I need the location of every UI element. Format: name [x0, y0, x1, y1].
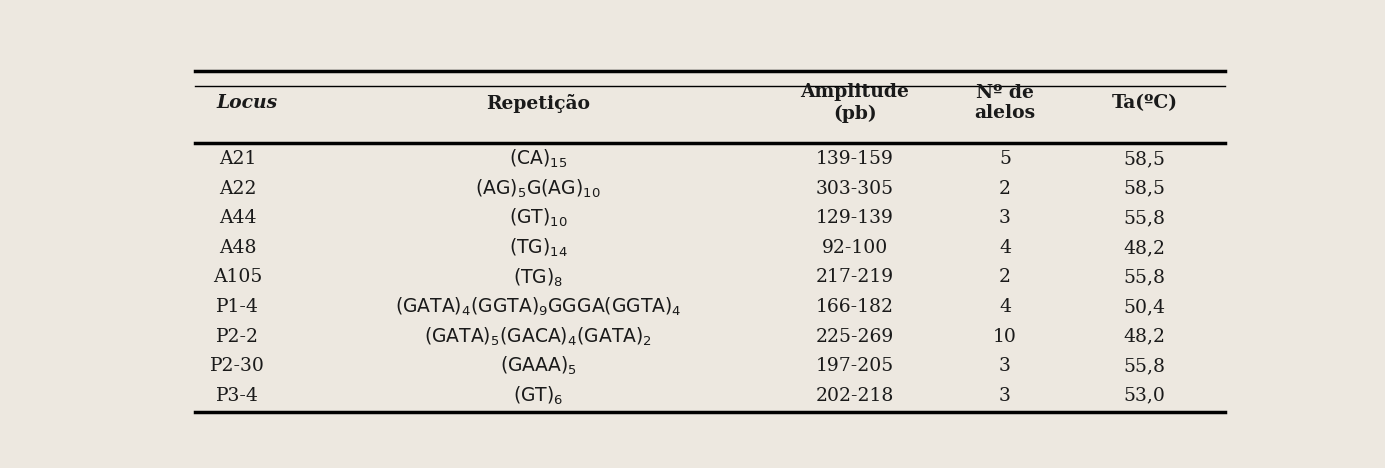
Text: P1-4: P1-4	[216, 298, 259, 316]
Text: Ta(ºC): Ta(ºC)	[1112, 94, 1177, 112]
Text: 139-159: 139-159	[816, 150, 893, 168]
Text: P2-30: P2-30	[211, 357, 265, 375]
Text: 217-219: 217-219	[816, 269, 893, 286]
Text: $\mathrm{(GAAA)}_{5}$: $\mathrm{(GAAA)}_{5}$	[500, 355, 576, 377]
Text: 4: 4	[999, 239, 1011, 257]
Text: Locus: Locus	[216, 94, 277, 112]
Text: A44: A44	[219, 209, 256, 227]
Text: 5: 5	[999, 150, 1011, 168]
Text: 55,8: 55,8	[1123, 269, 1166, 286]
Text: A48: A48	[219, 239, 256, 257]
Text: A22: A22	[219, 180, 256, 198]
Text: 58,5: 58,5	[1123, 180, 1166, 198]
Text: 53,0: 53,0	[1123, 387, 1165, 405]
Text: 48,2: 48,2	[1123, 328, 1166, 345]
Text: 129-139: 129-139	[816, 209, 893, 227]
Text: $\mathrm{(CA)}_{15}$: $\mathrm{(CA)}_{15}$	[508, 148, 568, 170]
Text: 50,4: 50,4	[1123, 298, 1166, 316]
Text: 303-305: 303-305	[816, 180, 893, 198]
Text: 10: 10	[993, 328, 1017, 345]
Text: 58,5: 58,5	[1123, 150, 1166, 168]
Text: $\mathrm{(GT)}_{6}$: $\mathrm{(GT)}_{6}$	[512, 385, 564, 407]
Text: 3: 3	[999, 387, 1011, 405]
Text: 55,8: 55,8	[1123, 357, 1166, 375]
Text: 4: 4	[999, 298, 1011, 316]
Text: 202-218: 202-218	[816, 387, 893, 405]
Text: 225-269: 225-269	[816, 328, 893, 345]
Text: 2: 2	[999, 269, 1011, 286]
Text: $\mathrm{(TG)}_{8}$: $\mathrm{(TG)}_{8}$	[512, 266, 564, 289]
Text: $\mathrm{(GATA)}_{5}\mathrm{(GACA)}_{4}\mathrm{(GATA)}_{2}$: $\mathrm{(GATA)}_{5}\mathrm{(GACA)}_{4}\…	[424, 325, 652, 348]
Text: 3: 3	[999, 357, 1011, 375]
Text: $\mathrm{(TG)}_{14}$: $\mathrm{(TG)}_{14}$	[508, 237, 568, 259]
Text: A21: A21	[219, 150, 256, 168]
Text: 166-182: 166-182	[816, 298, 893, 316]
Text: Amplitude
(pb): Amplitude (pb)	[801, 83, 909, 123]
Text: 48,2: 48,2	[1123, 239, 1166, 257]
Text: 92-100: 92-100	[821, 239, 888, 257]
Text: 2: 2	[999, 180, 1011, 198]
Text: Nº de
alelos: Nº de alelos	[975, 84, 1036, 123]
Text: A105: A105	[213, 269, 262, 286]
Text: Repetição: Repetição	[486, 94, 590, 112]
Text: P2-2: P2-2	[216, 328, 259, 345]
Text: P3-4: P3-4	[216, 387, 259, 405]
Text: 3: 3	[999, 209, 1011, 227]
Text: 197-205: 197-205	[816, 357, 893, 375]
Text: $\mathrm{(GATA)}_{4}\mathrm{(GGTA)}_{9}\mathrm{GGGA(GGTA)}_{4}$: $\mathrm{(GATA)}_{4}\mathrm{(GGTA)}_{9}\…	[395, 296, 681, 318]
Text: $\mathrm{(GT)}_{10}$: $\mathrm{(GT)}_{10}$	[508, 207, 568, 229]
Text: 55,8: 55,8	[1123, 209, 1166, 227]
Text: $\mathrm{(AG)}_{5}\mathrm{G(AG)}_{10}$: $\mathrm{(AG)}_{5}\mathrm{G(AG)}_{10}$	[475, 178, 601, 200]
